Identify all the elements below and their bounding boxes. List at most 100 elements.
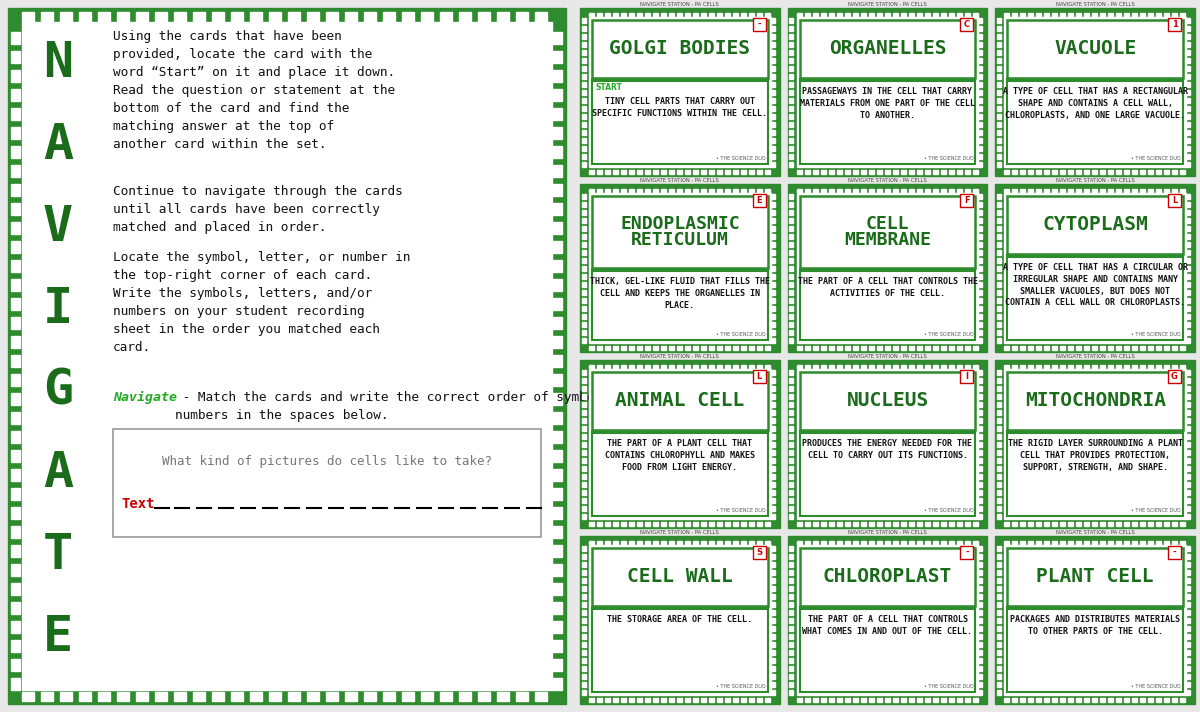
Bar — [497, 12, 509, 22]
Bar — [997, 690, 1001, 695]
Bar — [552, 678, 562, 690]
Bar — [22, 691, 34, 701]
Bar — [701, 13, 706, 17]
Bar — [770, 282, 775, 287]
Bar — [1085, 170, 1090, 174]
Bar — [1020, 346, 1025, 350]
Bar — [973, 346, 978, 350]
Bar — [1181, 698, 1186, 702]
Text: L: L — [1172, 196, 1177, 205]
Bar — [685, 13, 690, 17]
Text: THE PART OF A PLANT CELL THAT
CONTAINS CHLOROPHYLL AND MAKES
FOOD FROM LIGHT ENE: THE PART OF A PLANT CELL THAT CONTAINS C… — [605, 439, 755, 471]
Bar — [1100, 698, 1105, 702]
Bar — [598, 522, 602, 526]
Bar — [997, 586, 1001, 591]
Bar — [718, 189, 722, 193]
Bar — [622, 13, 626, 17]
Bar — [884, 346, 889, 350]
Bar — [790, 162, 793, 167]
Bar — [653, 13, 658, 17]
Bar — [770, 602, 775, 607]
Bar — [1116, 698, 1121, 702]
Bar — [1028, 522, 1033, 526]
Bar — [1186, 138, 1190, 143]
Bar — [790, 274, 793, 279]
Bar — [749, 189, 754, 193]
Bar — [1124, 522, 1129, 526]
Bar — [770, 546, 775, 551]
Bar — [790, 146, 793, 151]
Bar — [790, 610, 793, 615]
Bar — [458, 12, 470, 22]
Bar — [766, 346, 770, 350]
Bar — [790, 306, 793, 311]
Bar — [978, 674, 983, 679]
Bar — [790, 42, 793, 47]
Bar — [718, 346, 722, 350]
Bar — [1186, 450, 1190, 455]
Text: NAVIGATE STATION - PA CELLS: NAVIGATE STATION - PA CELLS — [1056, 354, 1135, 359]
Bar — [1004, 365, 1009, 369]
Bar — [637, 346, 642, 350]
Bar — [978, 58, 983, 63]
Bar — [701, 189, 706, 193]
Bar — [598, 170, 602, 174]
Text: THE PART OF A CELL THAT CONTROLS THE
ACTIVITIES OF THE CELL.: THE PART OF A CELL THAT CONTROLS THE ACT… — [798, 277, 978, 298]
Bar — [812, 170, 817, 174]
Bar — [787, 360, 988, 528]
Bar — [1124, 365, 1129, 369]
Bar — [582, 290, 586, 295]
Bar — [799, 271, 976, 340]
Bar — [1124, 189, 1129, 193]
Bar — [1124, 13, 1129, 17]
Bar — [1186, 498, 1190, 503]
Bar — [580, 360, 780, 528]
Bar — [787, 536, 988, 704]
Bar — [749, 13, 754, 17]
Bar — [1148, 170, 1153, 174]
Bar — [790, 618, 793, 623]
Bar — [853, 346, 858, 350]
Bar — [845, 189, 850, 193]
Bar — [1109, 189, 1114, 193]
Bar — [497, 691, 509, 701]
Bar — [605, 522, 610, 526]
Bar — [629, 346, 634, 350]
Bar — [797, 365, 802, 369]
Text: • THE SCIENCE DUO: • THE SCIENCE DUO — [1132, 156, 1181, 161]
Bar — [11, 393, 20, 405]
Bar — [917, 13, 922, 17]
Bar — [978, 314, 983, 319]
Bar — [790, 338, 793, 343]
Bar — [790, 90, 793, 95]
Bar — [932, 698, 937, 702]
Bar — [709, 189, 714, 193]
Bar — [694, 365, 698, 369]
Bar — [978, 442, 983, 447]
Bar — [1013, 346, 1018, 350]
Bar — [622, 189, 626, 193]
Bar — [978, 562, 983, 567]
Bar — [582, 602, 586, 607]
Bar — [978, 90, 983, 95]
Bar — [661, 698, 666, 702]
Bar — [997, 402, 1001, 407]
Bar — [1061, 189, 1066, 193]
Bar — [908, 13, 913, 17]
Bar — [1061, 13, 1066, 17]
Bar — [733, 170, 738, 174]
Text: PACKAGES AND DISTRIBUTES MATERIALS
TO OTHER PARTS OF THE CELL.: PACKAGES AND DISTRIBUTES MATERIALS TO OT… — [1010, 615, 1180, 636]
Bar — [552, 70, 562, 82]
Bar — [790, 514, 793, 519]
Bar — [622, 365, 626, 369]
Bar — [978, 594, 983, 599]
Bar — [592, 548, 768, 606]
Bar — [997, 410, 1001, 415]
Bar — [978, 226, 983, 231]
Bar — [79, 12, 91, 22]
Bar — [770, 466, 775, 471]
Bar — [770, 690, 775, 695]
Bar — [1186, 162, 1190, 167]
Bar — [582, 266, 586, 271]
Bar — [11, 317, 20, 329]
